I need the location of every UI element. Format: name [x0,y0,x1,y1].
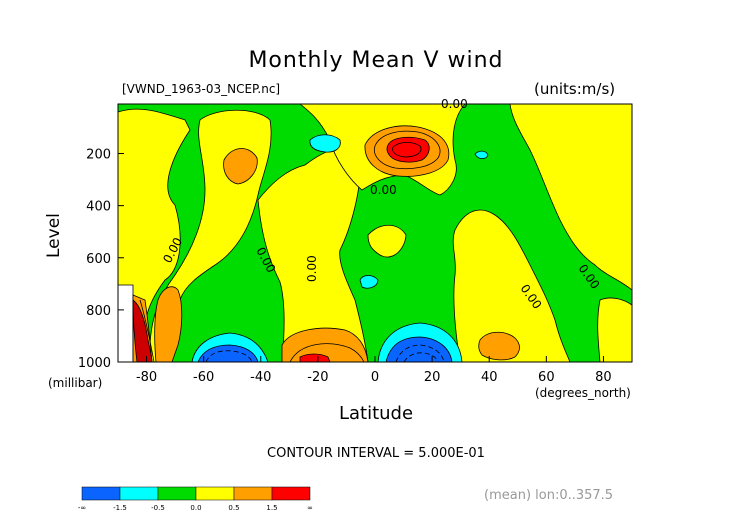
contour-label-5: 0.00 [305,255,319,282]
x-tick-label: -80 [136,370,157,385]
fill-cyan-upper [309,134,341,153]
fill-red-pole [132,299,153,362]
x-tick-label: 80 [595,370,612,385]
contour-line-neg-north-1 [395,344,445,362]
fill-orange-antarctic [154,286,183,362]
y-tick-label: 600 [86,252,111,267]
fill-yellow-east-high [509,104,632,291]
colorbar-swatch [81,486,121,501]
fill-orange-south-low [281,327,369,362]
fill-cyan-small [474,150,489,160]
fill-cyan-mid [359,275,379,289]
fill-yellow-east-corner [597,297,632,362]
contour-fill-layer [118,104,632,362]
colorbar-label: 0.0 [190,504,201,512]
x-tick-label: -20 [307,370,328,385]
x-tick-label: 20 [424,370,441,385]
colorbar-swatch [157,486,197,501]
x-unit-label: (degrees_north) [535,386,631,400]
x-tick-label: 60 [538,370,555,385]
fill-blue-south-low [197,344,259,362]
contour-line-neg-south [205,350,253,362]
missing-data-corner [118,285,133,362]
colorbar-label: 1.5 [266,504,277,512]
y-tick-label: 400 [86,200,111,215]
contour-label-2: 0.00 [370,183,397,197]
colorbar-label: -1.5 [113,504,127,512]
x-tick-label: 0 [371,370,379,385]
y-unit-label: (millibar) [48,376,103,390]
x-tick-label: 40 [481,370,498,385]
contour-line-south-low [289,343,365,362]
contour-lines-negative [205,344,445,362]
colorbar-label: -0.5 [151,504,165,512]
colorbar-label: 0.5 [228,504,239,512]
x-axis-ticks: -80 -60 -40 -20 0 20 40 60 80 [136,356,612,385]
contour-line-neg-north-2 [403,352,439,362]
colorbar-swatch [119,486,159,501]
colorbar-swatch [195,486,235,501]
file-label: [VWND_1963-03_NCEP.nc] [122,82,281,96]
footer-mean-label: (mean) lon:0..357.5 [484,488,614,503]
contour-line-pole [139,299,155,362]
y-tick-label: 800 [86,304,111,319]
contour-line-jet-2 [373,130,441,170]
fill-orange-west-upper [223,148,258,185]
colorbar: -∞ -1.5 -0.5 0.0 0.5 1.5 ∞ [78,486,313,512]
x-tick-label: -60 [193,370,214,385]
fill-red-south-low [299,353,331,362]
colorbar-label: ∞ [307,504,313,512]
x-axis-label: Latitude [338,403,414,424]
y-axis-ticks: 200 400 600 800 1000 [78,148,124,371]
fill-orange-east-low [478,331,520,361]
fill-yellow-mid2 [257,148,369,362]
colorbar-swatch [271,486,311,501]
chart-title: Monthly Mean V wind [248,48,504,73]
units-label: (units:m/s) [534,80,616,98]
y-tick-label: 200 [86,148,111,163]
contour-label-1: 0.00 [441,97,468,111]
contour-line-jet-1 [392,141,422,158]
contour-lines [139,130,441,362]
fill-yellow-east-low [452,209,571,362]
x-tick-label: -40 [250,370,271,385]
colorbar-label: -∞ [78,504,86,512]
y-tick-label: 1000 [78,356,111,371]
fill-red-jet-core [386,136,430,163]
fill-yellow-small-center [367,224,407,258]
colorbar-swatch [233,486,273,501]
contour-interval-label: CONTOUR INTERVAL = 5.000E-01 [267,446,485,461]
fill-blue-north-low [385,336,453,362]
